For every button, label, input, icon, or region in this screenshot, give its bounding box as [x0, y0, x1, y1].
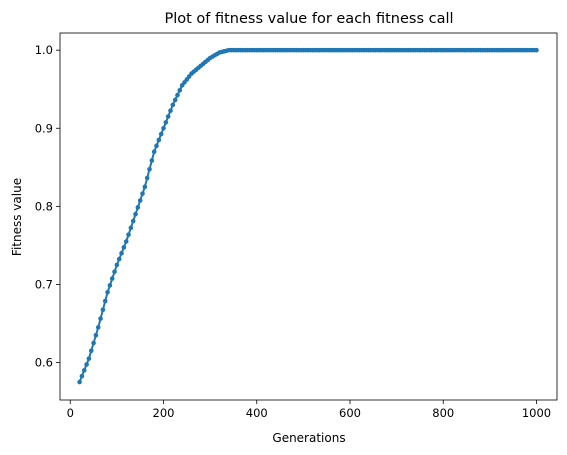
- data-point: [170, 102, 176, 108]
- x-tick-label: 800: [432, 406, 454, 420]
- data-point: [100, 307, 106, 313]
- y-tick-label: 0.9: [35, 121, 53, 135]
- plot-area: 0 200 400 600 800 1000 0.6 0.7 0.8 0.9 1.0: [35, 32, 558, 420]
- data-point: [137, 198, 143, 203]
- data-point: [135, 205, 141, 210]
- data-point: [79, 373, 85, 379]
- series-markers: [77, 47, 539, 385]
- x-tick-label: 1000: [522, 406, 551, 420]
- data-point: [156, 137, 162, 143]
- x-tick-label: 200: [153, 406, 175, 420]
- data-point: [168, 108, 173, 113]
- data-point: [121, 245, 127, 250]
- data-point: [130, 218, 136, 224]
- data-point: [175, 92, 180, 98]
- data-point: [151, 149, 157, 154]
- data-point: [77, 379, 82, 385]
- chart-title: Plot of fitness value for each fitness c…: [164, 11, 453, 27]
- data-point: [154, 143, 159, 149]
- data-point: [98, 316, 103, 321]
- data-point: [86, 356, 92, 361]
- x-tick-label: 400: [246, 406, 268, 420]
- data-point: [144, 175, 150, 181]
- x-tick-label: 0: [67, 406, 74, 420]
- plot-frame: [59, 32, 558, 401]
- data-point: [158, 131, 164, 137]
- data-point: [140, 191, 145, 196]
- x-axis-label: Generations: [272, 431, 345, 445]
- data-point: [119, 250, 124, 256]
- data-point: [123, 239, 129, 244]
- data-point: [142, 184, 148, 190]
- data-point: [84, 362, 89, 367]
- data-point: [112, 269, 117, 275]
- y-tick-label: 0.8: [35, 199, 53, 213]
- data-point: [172, 97, 178, 103]
- data-point: [95, 325, 101, 330]
- data-point: [93, 332, 99, 338]
- data-point: [88, 348, 94, 354]
- data-point: [126, 232, 131, 237]
- data-point: [147, 166, 152, 172]
- data-point: [177, 87, 183, 93]
- data-point: [163, 120, 169, 125]
- data-point: [161, 125, 166, 131]
- series-line: [78, 49, 537, 383]
- data-point: [133, 211, 138, 217]
- data-point: [149, 158, 155, 163]
- data-point: [128, 225, 134, 231]
- y-axis-label: Fitness value: [10, 178, 24, 256]
- y-tick-label: 0.7: [35, 277, 53, 291]
- data-point: [91, 340, 96, 346]
- data-point: [107, 283, 113, 288]
- y-tick-label: 1.0: [35, 43, 53, 57]
- data-point: [105, 289, 110, 295]
- data-point: [102, 298, 108, 304]
- data-point: [116, 256, 122, 262]
- data-point: [534, 47, 539, 53]
- data-point: [109, 276, 115, 281]
- data-point: [81, 368, 87, 373]
- x-tick-label: 600: [339, 406, 361, 420]
- y-tick-label: 0.6: [35, 356, 53, 370]
- data-point: [114, 262, 120, 268]
- data-point: [165, 114, 171, 119]
